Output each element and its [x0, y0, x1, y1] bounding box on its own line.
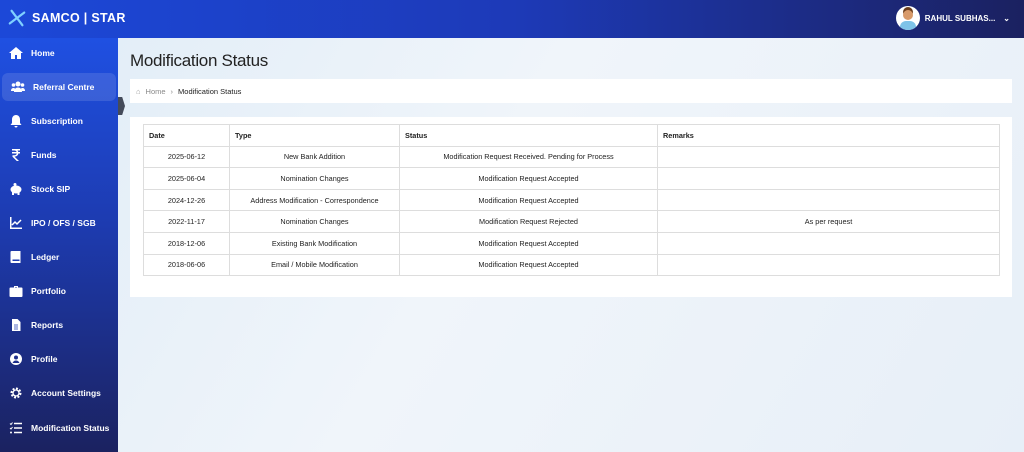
- sidebar-item-label: Account Settings: [31, 388, 101, 398]
- sidebar-item-label: Modification Status: [31, 423, 110, 433]
- cell-type: New Bank Addition: [229, 145, 400, 169]
- briefcase-icon: [9, 286, 23, 297]
- header-date: Date: [143, 124, 230, 147]
- active-pointer: [118, 97, 125, 115]
- cell-date: 2024-12-26: [143, 188, 230, 212]
- sidebar-item-label: IPO / OFS / SGB: [31, 218, 96, 228]
- sidebar: Home Referral Centre Subscription Funds Stoc…: [0, 38, 118, 452]
- sidebar-item-home[interactable]: Home: [0, 39, 118, 67]
- cell-type: Address Modification - Correspondence: [229, 188, 400, 212]
- cell-remarks: [657, 188, 1000, 212]
- sidebar-item-stock-sip[interactable]: Stock SIP: [0, 175, 118, 203]
- cell-status: Modification Request Received. Pending f…: [399, 145, 658, 169]
- cell-type: Existing Bank Modification: [229, 231, 400, 255]
- cell-remarks: [657, 167, 1000, 190]
- cell-date: 2018-12-06: [143, 231, 230, 255]
- samco-logo-icon: [8, 9, 26, 27]
- breadcrumb-home[interactable]: Home: [145, 86, 166, 96]
- cell-status: Modification Request Accepted: [399, 253, 658, 277]
- table-row: 2024-12-26 Address Modification - Corresp…: [143, 188, 1000, 212]
- sidebar-item-reports[interactable]: Reports: [0, 311, 118, 339]
- modification-table: Date Type Status Remarks 2025-06-12 New B…: [143, 124, 1000, 277]
- header-status: Status: [399, 124, 658, 147]
- chevron-down-icon: ⌄: [1003, 13, 1010, 23]
- sidebar-item-label: Referral Centre: [33, 82, 95, 92]
- table-header-row: Date Type Status Remarks: [143, 124, 1000, 147]
- sidebar-item-funds[interactable]: Funds: [0, 141, 118, 169]
- cell-date: 2025-06-04: [143, 167, 230, 190]
- user-menu[interactable]: RAHUL SUBHAS... ⌄: [895, 6, 1010, 30]
- cell-remarks: [657, 231, 1000, 255]
- gear-icon: [10, 387, 22, 399]
- sidebar-item-label: Funds: [31, 150, 57, 160]
- piggy-bank-icon: [10, 183, 22, 195]
- avatar: [895, 6, 920, 30]
- cell-status: Modification Request Accepted: [399, 188, 658, 212]
- sidebar-item-ipo-ofs-sgb[interactable]: IPO / OFS / SGB: [0, 209, 118, 237]
- breadcrumb: ⌂ Home › Modification Status: [130, 79, 1012, 103]
- book-icon: [10, 251, 21, 263]
- cell-status: Modification Request Accepted: [399, 231, 658, 255]
- table-row: 2018-06-06 Email / Mobile Modification Mod…: [143, 253, 1000, 277]
- rupee-icon: [12, 149, 20, 161]
- table-card: Date Type Status Remarks 2025-06-12 New B…: [130, 117, 1012, 297]
- page-title: Modification Status: [130, 51, 268, 70]
- header-type: Type: [229, 124, 400, 147]
- cell-status: Modification Request Accepted: [399, 167, 658, 190]
- user-circle-icon: [10, 353, 22, 365]
- sidebar-item-portfolio[interactable]: Portfolio: [0, 277, 118, 305]
- sidebar-item-label: Reports: [31, 320, 64, 330]
- cell-remarks: [657, 145, 1000, 169]
- cell-type: Email / Mobile Modification: [229, 253, 400, 277]
- list-check-icon: [9, 422, 22, 434]
- table-row: 2025-06-04 Nomination Changes Modification…: [143, 167, 1000, 190]
- home-icon: [9, 47, 23, 59]
- sidebar-item-ledger[interactable]: Ledger: [0, 243, 118, 271]
- header-remarks: Remarks: [657, 124, 1000, 147]
- breadcrumb-current: Modification Status: [178, 86, 242, 96]
- table-row: 2025-06-12 New Bank Addition Modification …: [143, 145, 1000, 169]
- brand-logo[interactable]: SAMCO | STAR: [8, 9, 126, 27]
- sidebar-item-label: Profile: [31, 354, 58, 364]
- sidebar-item-label: Ledger: [31, 252, 60, 262]
- bell-icon: [10, 115, 22, 128]
- cell-type: Nomination Changes: [229, 167, 400, 190]
- sidebar-item-label: Portfolio: [31, 286, 66, 296]
- cell-date: 2022-11-17: [143, 210, 230, 233]
- users-icon: [11, 81, 25, 92]
- sidebar-item-referral-centre[interactable]: Referral Centre: [2, 73, 116, 101]
- sidebar-item-account-settings[interactable]: Account Settings: [0, 379, 118, 407]
- chevron-right-icon: ›: [170, 86, 174, 96]
- cell-type: Nomination Changes: [229, 210, 400, 233]
- cell-date: 2018-06-06: [143, 253, 230, 277]
- sidebar-item-profile[interactable]: Profile: [0, 345, 118, 373]
- sidebar-item-label: Home: [31, 48, 55, 58]
- user-name: RAHUL SUBHAS...: [924, 13, 996, 23]
- sidebar-item-modification-status[interactable]: Modification Status: [0, 414, 118, 442]
- cell-status: Modification Request Rejected: [399, 210, 658, 233]
- top-bar: SAMCO | STAR RAHUL SUBHAS... ⌄: [0, 0, 1024, 38]
- sidebar-item-subscription[interactable]: Subscription: [0, 107, 118, 135]
- sidebar-item-label: Subscription: [31, 116, 83, 126]
- home-icon: ⌂: [136, 86, 141, 96]
- cell-date: 2025-06-12: [143, 145, 230, 169]
- brand-name: SAMCO | STAR: [32, 11, 126, 25]
- document-icon: [12, 319, 21, 331]
- table-row: 2022-11-17 Nomination Changes Modification…: [143, 210, 1000, 233]
- cell-remarks: [657, 253, 1000, 277]
- sidebar-item-label: Stock SIP: [31, 184, 71, 194]
- table-row: 2018-12-06 Existing Bank Modification Modi…: [143, 231, 1000, 255]
- chart-line-icon: [10, 217, 22, 229]
- cell-remarks: As per request: [657, 210, 1000, 233]
